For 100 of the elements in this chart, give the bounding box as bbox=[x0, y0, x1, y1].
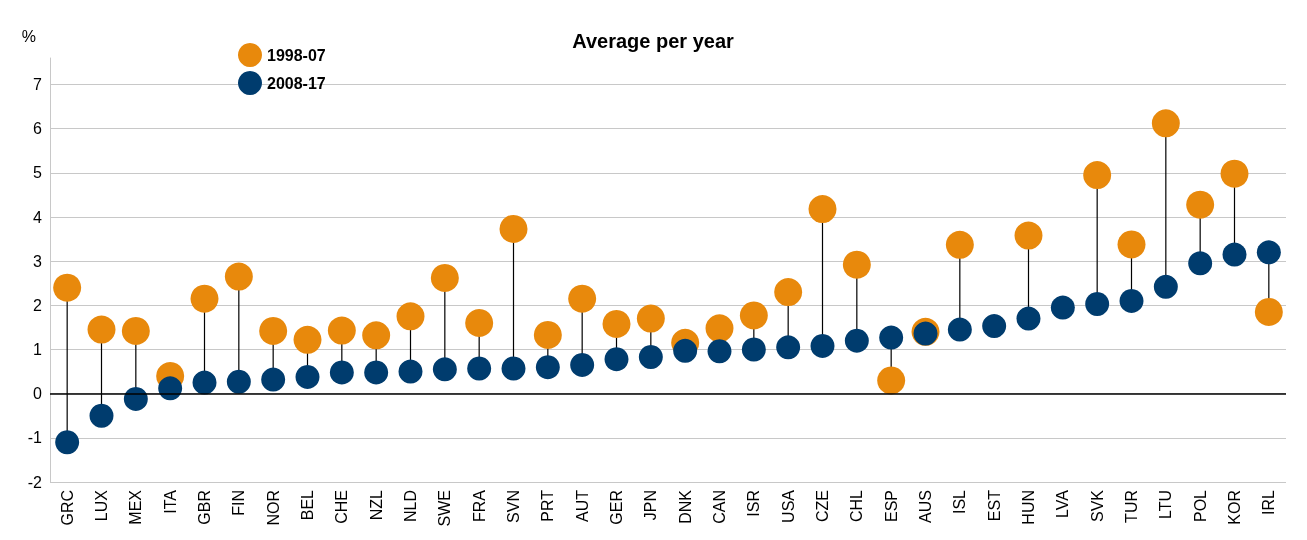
point bbox=[1153, 274, 1178, 299]
x-tick-label: FIN bbox=[230, 490, 248, 516]
point bbox=[533, 320, 562, 349]
point bbox=[877, 366, 906, 395]
y-tick-label: 6 bbox=[33, 120, 43, 138]
point bbox=[432, 357, 457, 382]
point bbox=[465, 309, 494, 337]
point bbox=[1186, 190, 1215, 219]
point bbox=[570, 352, 595, 377]
x-tick-label: CHL bbox=[848, 489, 866, 523]
x-tick-label: AUS bbox=[917, 490, 934, 523]
x-tick-label: USA bbox=[779, 489, 797, 523]
point bbox=[1256, 240, 1281, 265]
point bbox=[879, 325, 904, 350]
point bbox=[396, 302, 425, 331]
x-tick-label: ESP bbox=[882, 490, 900, 523]
point bbox=[842, 250, 871, 279]
point bbox=[982, 314, 1007, 339]
x-tick-label: EST bbox=[985, 489, 1003, 522]
point bbox=[224, 262, 253, 291]
point bbox=[327, 316, 356, 345]
point bbox=[259, 316, 288, 345]
y-tick-label: -2 bbox=[27, 473, 43, 491]
point bbox=[810, 333, 835, 358]
point bbox=[1117, 230, 1146, 259]
point bbox=[226, 369, 251, 394]
y-tick-label: 3 bbox=[33, 252, 43, 270]
point bbox=[1254, 297, 1283, 326]
point bbox=[774, 278, 803, 307]
y-tick-label: -1 bbox=[27, 429, 43, 447]
point bbox=[808, 195, 837, 224]
point bbox=[499, 214, 528, 243]
y-tick-label: 0 bbox=[33, 385, 43, 403]
point bbox=[945, 230, 974, 259]
point bbox=[947, 317, 972, 342]
x-tick-label: GRC bbox=[58, 490, 76, 526]
point bbox=[1188, 251, 1213, 276]
x-tick-label: LUX bbox=[93, 489, 110, 522]
x-tick-label: GER bbox=[608, 490, 625, 525]
x-tick-label: KOR bbox=[1226, 490, 1243, 525]
point bbox=[295, 364, 320, 389]
point bbox=[673, 338, 698, 363]
point bbox=[190, 284, 219, 313]
point bbox=[705, 314, 734, 343]
x-tick-label: SWE bbox=[436, 490, 454, 527]
x-tick-label: ISL bbox=[951, 489, 969, 515]
y-tick-label: 7 bbox=[33, 76, 43, 93]
x-tick-label: CAN bbox=[711, 490, 728, 524]
point bbox=[1119, 288, 1144, 313]
point bbox=[53, 273, 82, 302]
point bbox=[604, 347, 629, 372]
point bbox=[776, 335, 801, 360]
x-tick-label: GBR bbox=[196, 490, 213, 525]
x-tick-label: AUT bbox=[573, 489, 591, 522]
x-tick-label: BEL bbox=[299, 489, 316, 521]
point bbox=[467, 356, 492, 381]
point bbox=[1050, 295, 1075, 320]
point bbox=[261, 367, 286, 392]
point bbox=[1222, 242, 1247, 267]
point bbox=[638, 345, 663, 369]
point bbox=[1083, 161, 1112, 190]
x-tick-label: FRA bbox=[470, 489, 488, 522]
point bbox=[329, 360, 354, 385]
x-tick-label: ISR bbox=[745, 490, 763, 517]
point bbox=[602, 309, 631, 338]
x-tick-label: NZL bbox=[367, 489, 385, 521]
x-tick-label: MEX bbox=[127, 489, 145, 525]
x-tick-label: SVN bbox=[505, 490, 522, 523]
x-tick-label: ITA bbox=[161, 489, 179, 514]
point bbox=[501, 356, 526, 381]
point bbox=[636, 304, 665, 333]
point bbox=[192, 370, 217, 395]
x-tick-label: JPN bbox=[642, 490, 660, 521]
x-tick-label: DNK bbox=[676, 489, 694, 524]
point bbox=[398, 359, 423, 384]
x-tick-label: IRL bbox=[1260, 489, 1278, 515]
point bbox=[158, 376, 183, 401]
point bbox=[535, 355, 560, 380]
point bbox=[1014, 221, 1043, 250]
point bbox=[123, 386, 148, 411]
x-tick-label: CHE bbox=[333, 490, 351, 524]
x-tick-label: SVK bbox=[1088, 489, 1106, 523]
point bbox=[87, 315, 116, 344]
y-tick-label: 5 bbox=[33, 164, 43, 182]
point bbox=[707, 339, 732, 364]
point bbox=[121, 316, 150, 345]
point bbox=[430, 263, 459, 292]
legend-label: 2008-17 bbox=[267, 74, 326, 92]
x-tick-label: TUR bbox=[1123, 490, 1140, 523]
x-tick-label: HUN bbox=[1020, 490, 1037, 525]
point bbox=[844, 328, 869, 353]
point bbox=[741, 337, 766, 362]
x-tick-label: LTU bbox=[1157, 490, 1175, 520]
point bbox=[568, 284, 597, 313]
point bbox=[1016, 306, 1041, 331]
point bbox=[364, 360, 389, 385]
x-tick-label: NLD bbox=[402, 490, 419, 523]
point bbox=[293, 325, 322, 354]
x-tick-label: PRT bbox=[539, 489, 557, 522]
point bbox=[739, 301, 768, 330]
